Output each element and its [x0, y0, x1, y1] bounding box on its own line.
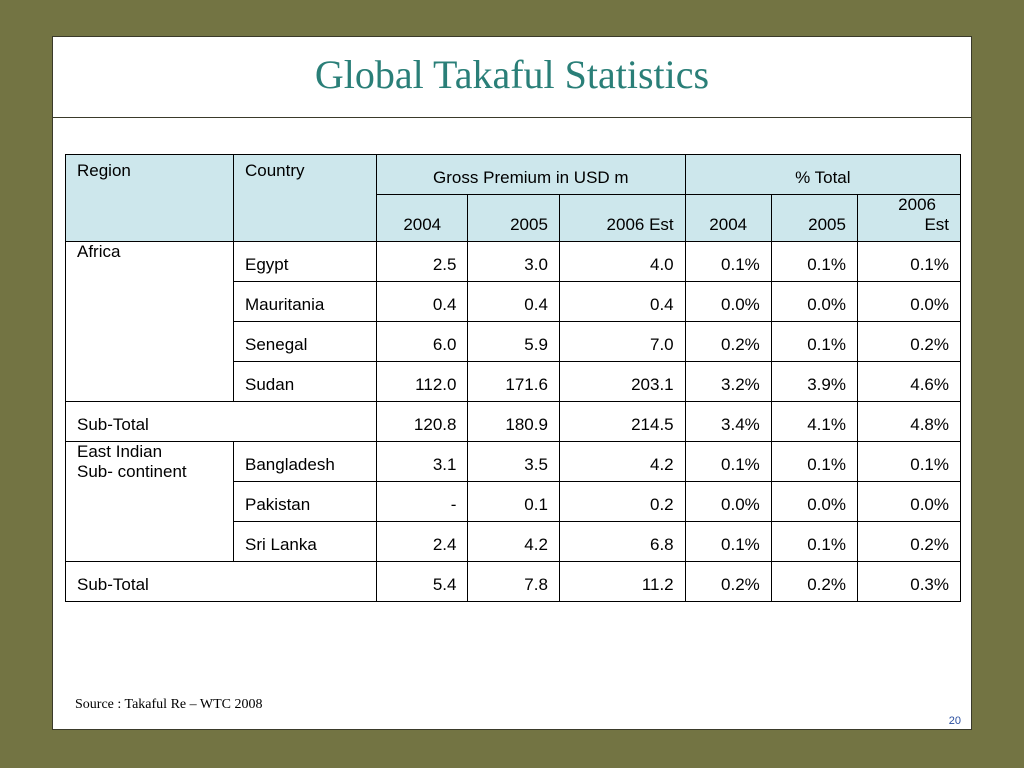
header-gp-2004: 2004	[375, 194, 469, 242]
header-gross-premium: Gross Premium in USD m	[376, 154, 686, 195]
pt-2004-cell: 3.4%	[684, 401, 772, 442]
country-cell: Egypt	[233, 241, 377, 282]
country-cell: Mauritania	[233, 281, 377, 322]
region-line1: East Indian	[77, 442, 163, 461]
pt-2005-cell: 0.1%	[770, 321, 858, 362]
region-line2: Sub- continent	[77, 462, 187, 481]
pt-2004-cell: 0.1%	[684, 441, 772, 482]
page-number: 20	[948, 715, 961, 727]
pt-2006-cell: 4.6%	[856, 361, 962, 402]
gp-2005-cell: 3.0	[467, 241, 560, 282]
subtotal-label: Sub-Total	[65, 561, 377, 602]
gp-2004-cell: 120.8	[375, 401, 469, 442]
table-row: Sudan 112.0 171.6 203.1 3.2% 3.9% 4.6%	[66, 361, 962, 402]
pt-2006-cell: 0.0%	[856, 281, 962, 322]
header-pt-2004: 2004	[684, 194, 772, 242]
gp-2005-cell: 0.1	[467, 481, 560, 522]
pt-2005-cell: 0.1%	[770, 441, 858, 482]
table-row: Africa Egypt 2.5 3.0 4.0 0.1% 0.1% 0.1%	[65, 241, 962, 402]
pt-2006-cell: 4.8%	[856, 401, 962, 442]
gp-2005-cell: 5.9	[467, 321, 560, 362]
gp-2005-cell: 4.2	[467, 521, 560, 562]
header-pt-2005: 2005	[770, 194, 858, 242]
gp-2006-cell: 4.2	[558, 441, 686, 482]
gp-2004-cell: 6.0	[375, 321, 469, 362]
header-pt-2006-line1: 2006	[898, 195, 936, 214]
slide: Global Takaful Statistics Region Country…	[52, 36, 972, 730]
gp-2005-cell: 0.4	[467, 281, 560, 322]
gp-2006-cell: 214.5	[558, 401, 686, 442]
country-cell: Sri Lanka	[233, 521, 377, 562]
table-row: East Indian Sub- continent Bangladesh 3.1…	[65, 441, 962, 562]
pt-2006-cell: 0.3%	[856, 561, 962, 602]
pt-2005-cell: 0.0%	[770, 481, 858, 522]
country-cell: Bangladesh	[233, 441, 377, 482]
gp-2006-cell: 6.8	[558, 521, 686, 562]
table-subheader-row: 2004 2005 2006 Est 2004 2005 2006 Est	[66, 194, 962, 242]
pt-2004-cell: 0.0%	[684, 281, 772, 322]
pt-2005-cell: 3.9%	[770, 361, 858, 402]
title-box: Global Takaful Statistics	[53, 37, 971, 118]
pt-2004-cell: 3.2%	[684, 361, 772, 402]
subtotal-row: Sub-Total 5.4 7.8 11.2 0.2% 0.2% 0.3%	[65, 561, 962, 602]
pt-2006-cell: 0.0%	[856, 481, 962, 522]
pt-2005-cell: 0.1%	[770, 521, 858, 562]
gp-2004-cell: 2.4	[375, 521, 469, 562]
takaful-stats-table: Region Country Gross Premium in USD m % …	[65, 154, 962, 602]
header-pt-2006-line2: Est	[924, 215, 949, 234]
pt-2006-cell: 0.1%	[856, 241, 962, 282]
slide-title: Global Takaful Statistics	[314, 52, 710, 97]
header-country: Country	[233, 154, 377, 242]
pt-2004-cell: 0.2%	[684, 561, 772, 602]
pt-2006-cell: 0.2%	[856, 321, 962, 362]
pt-2004-cell: 0.1%	[684, 521, 772, 562]
header-region: Region	[65, 154, 234, 242]
gp-2004-cell: 3.1	[375, 441, 469, 482]
gp-2005-cell: 180.9	[467, 401, 560, 442]
gp-2004-cell: 112.0	[375, 361, 469, 402]
header-pct-total: % Total	[684, 154, 962, 195]
country-cell: Senegal	[233, 321, 377, 362]
gp-2006-cell: 7.0	[558, 321, 686, 362]
country-cell: Sudan	[233, 361, 377, 402]
pt-2005-cell: 0.1%	[770, 241, 858, 282]
gp-2004-cell: 5.4	[375, 561, 469, 602]
gp-2005-cell: 7.8	[467, 561, 560, 602]
region-east-indian: East Indian Sub- continent	[65, 441, 234, 562]
header-gp-2005: 2005	[467, 194, 560, 242]
subtotal-row: Sub-Total 120.8 180.9 214.5 3.4% 4.1% 4.…	[65, 401, 962, 442]
gp-2004-cell: -	[375, 481, 469, 522]
gp-2006-cell: 0.4	[558, 281, 686, 322]
pt-2005-cell: 0.2%	[770, 561, 858, 602]
gp-2006-cell: 203.1	[558, 361, 686, 402]
pt-2005-cell: 0.0%	[770, 281, 858, 322]
table-row: Pakistan - 0.1 0.2 0.0% 0.0% 0.0%	[66, 481, 962, 522]
gp-2006-cell: 0.2	[558, 481, 686, 522]
table-header-row: Region Country Gross Premium in USD m % …	[65, 154, 962, 242]
gp-2006-cell: 4.0	[558, 241, 686, 282]
pt-2006-cell: 0.1%	[856, 441, 962, 482]
gp-2004-cell: 0.4	[375, 281, 469, 322]
pt-2004-cell: 0.0%	[684, 481, 772, 522]
header-pt-2006: 2006 Est	[856, 194, 962, 242]
pt-2004-cell: 0.2%	[684, 321, 772, 362]
source-note: Source : Takaful Re – WTC 2008	[75, 697, 263, 712]
pt-2004-cell: 0.1%	[684, 241, 772, 282]
country-cell: Pakistan	[233, 481, 377, 522]
header-gp-2006: 2006 Est	[558, 194, 686, 242]
subtotal-label: Sub-Total	[65, 401, 377, 442]
gp-2006-cell: 11.2	[558, 561, 686, 602]
gp-2005-cell: 171.6	[467, 361, 560, 402]
region-africa: Africa	[65, 241, 234, 402]
gp-2004-cell: 2.5	[375, 241, 469, 282]
gp-2005-cell: 3.5	[467, 441, 560, 482]
pt-2005-cell: 4.1%	[770, 401, 858, 442]
pt-2006-cell: 0.2%	[856, 521, 962, 562]
table-row: Senegal 6.0 5.9 7.0 0.2% 0.1% 0.2%	[66, 321, 962, 362]
